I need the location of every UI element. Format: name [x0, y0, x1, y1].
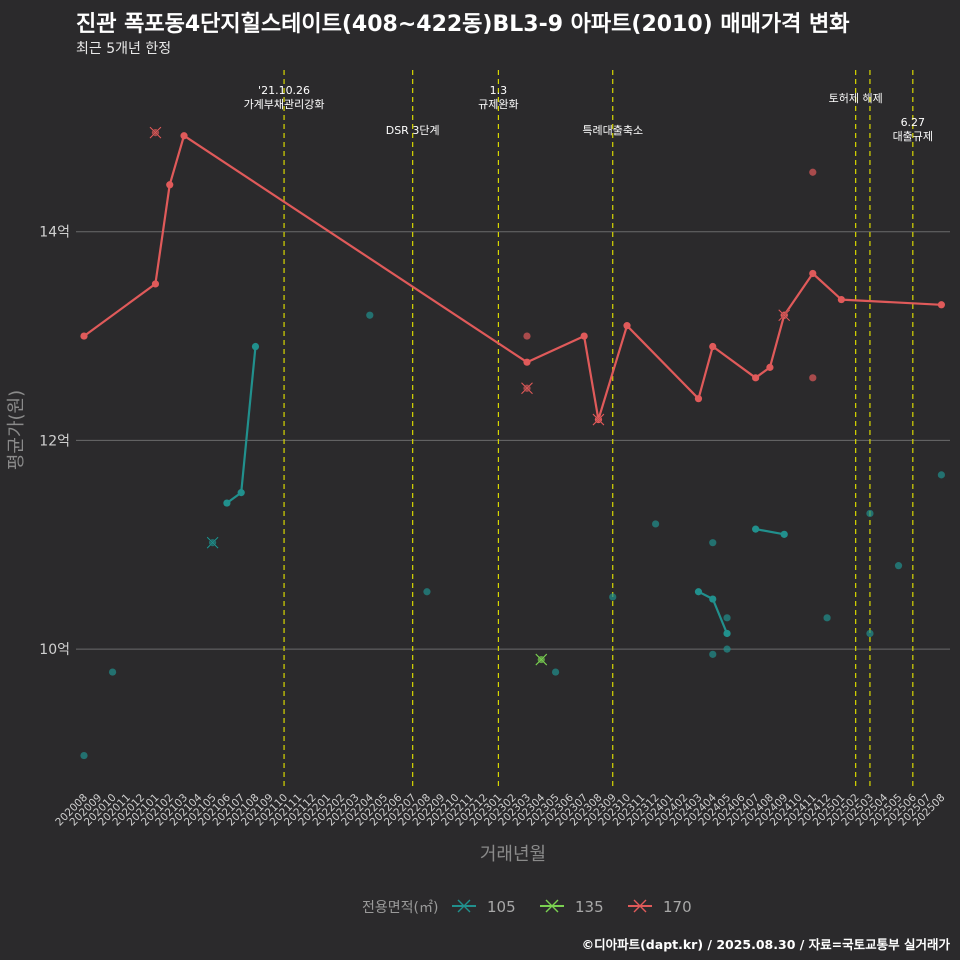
- series-105-point: [551, 668, 560, 676]
- event-label-line: 6.27: [901, 116, 926, 129]
- event-label: '21.10.26 가계부채관리강화: [244, 84, 325, 111]
- series-170-cross-marker: [778, 309, 791, 322]
- series-105-point: [823, 614, 831, 622]
- series-105-point: [723, 614, 731, 622]
- series-105-point: [423, 588, 431, 596]
- event-label: 6.27 대출규제: [893, 116, 933, 143]
- legend-item-label: 105: [487, 898, 516, 916]
- series-105-point: [223, 499, 231, 507]
- series-105-point: [709, 595, 717, 603]
- series-170-point: [937, 301, 946, 309]
- series-170-point: [523, 332, 531, 340]
- series-170-point: [180, 132, 188, 140]
- event-label-line: 규제완화: [478, 98, 518, 111]
- series-170-point: [694, 395, 703, 403]
- event-label-line: 대출규제: [893, 130, 933, 143]
- event-label: 1.3 규제완화: [478, 84, 518, 111]
- series-105-cross-marker: [206, 536, 219, 549]
- event-label-line: DSR 3단계: [386, 124, 440, 137]
- y-tick-label: 10억: [39, 642, 70, 658]
- chart-subtitle: 최근 5개년 한정: [76, 41, 172, 57]
- series-105-line: [226, 346, 257, 504]
- y-tick-label: 14억: [39, 225, 70, 241]
- series-170-point: [523, 358, 531, 366]
- series-105-point: [894, 562, 903, 570]
- series-105-point: [694, 588, 703, 596]
- event-label: DSR 3단계: [386, 124, 440, 137]
- series-105-point: [723, 645, 731, 653]
- legend-item-label: 135: [575, 898, 604, 916]
- series-170-point: [580, 332, 588, 340]
- event-label-line: 토허제 해제: [829, 91, 883, 105]
- series-170-cross-marker: [149, 126, 162, 139]
- series-170-point: [166, 181, 174, 189]
- series-105-point: [780, 530, 788, 538]
- series-105-point: [752, 525, 760, 533]
- legend-title: 전용면적(㎡): [362, 900, 438, 916]
- legend-key-cross: [457, 899, 471, 913]
- legend-item-label: 170: [663, 898, 692, 916]
- series-105-point: [366, 311, 374, 319]
- event-label-line: 가계부채관리강화: [244, 98, 325, 111]
- series-170-cross-marker: [521, 382, 533, 395]
- chart-title: 진관 폭포동4단지힐스테이트(408~422동)BL3-9 아파트(2010) …: [76, 12, 850, 37]
- series-105-point: [237, 489, 245, 497]
- event-label-line: 1.3: [490, 84, 508, 97]
- series-105-point: [937, 471, 946, 479]
- event-label-line: 특례대출축소: [582, 124, 643, 137]
- series-170-point: [809, 374, 817, 382]
- series-105-point: [251, 342, 260, 351]
- series-170-point: [766, 363, 774, 371]
- legend-key-cross: [545, 899, 559, 913]
- legend-key-cross: [633, 899, 647, 913]
- series-170-point: [809, 168, 817, 176]
- series-170-line: [83, 134, 942, 421]
- series-105-point: [108, 668, 117, 676]
- event-label: 특례대출축소: [582, 124, 643, 137]
- series-170-cross-marker: [592, 413, 605, 426]
- series-105-line: [755, 528, 785, 536]
- series-170-point: [151, 280, 160, 288]
- event-label-line: '21.10.26: [258, 84, 310, 97]
- series-170-point: [623, 322, 631, 330]
- y-tick-label: 12억: [39, 433, 70, 449]
- series-105-point: [866, 629, 874, 638]
- series-105-point: [609, 593, 617, 601]
- series-105-point: [652, 520, 660, 528]
- source-caption: ©디아파트(dapt.kr) / 2025.08.30 / 자료=국토교통부 실…: [581, 937, 950, 952]
- series-105-point: [723, 629, 731, 638]
- series-170-point: [809, 269, 817, 278]
- series-170-point: [752, 374, 760, 382]
- series-105-point: [709, 539, 717, 547]
- event-label: 토허제 해제: [829, 91, 883, 105]
- x-axis-title: 거래년월: [480, 844, 546, 865]
- series-105-point: [709, 650, 717, 658]
- series-105-point: [866, 509, 874, 518]
- series-105-point: [80, 751, 88, 760]
- series-170-point: [80, 332, 88, 340]
- y-axis-title: 평균가(원): [6, 390, 27, 470]
- series-170-point: [709, 342, 717, 351]
- series-170-point: [837, 295, 845, 304]
- series-135-cross-marker: [535, 653, 548, 666]
